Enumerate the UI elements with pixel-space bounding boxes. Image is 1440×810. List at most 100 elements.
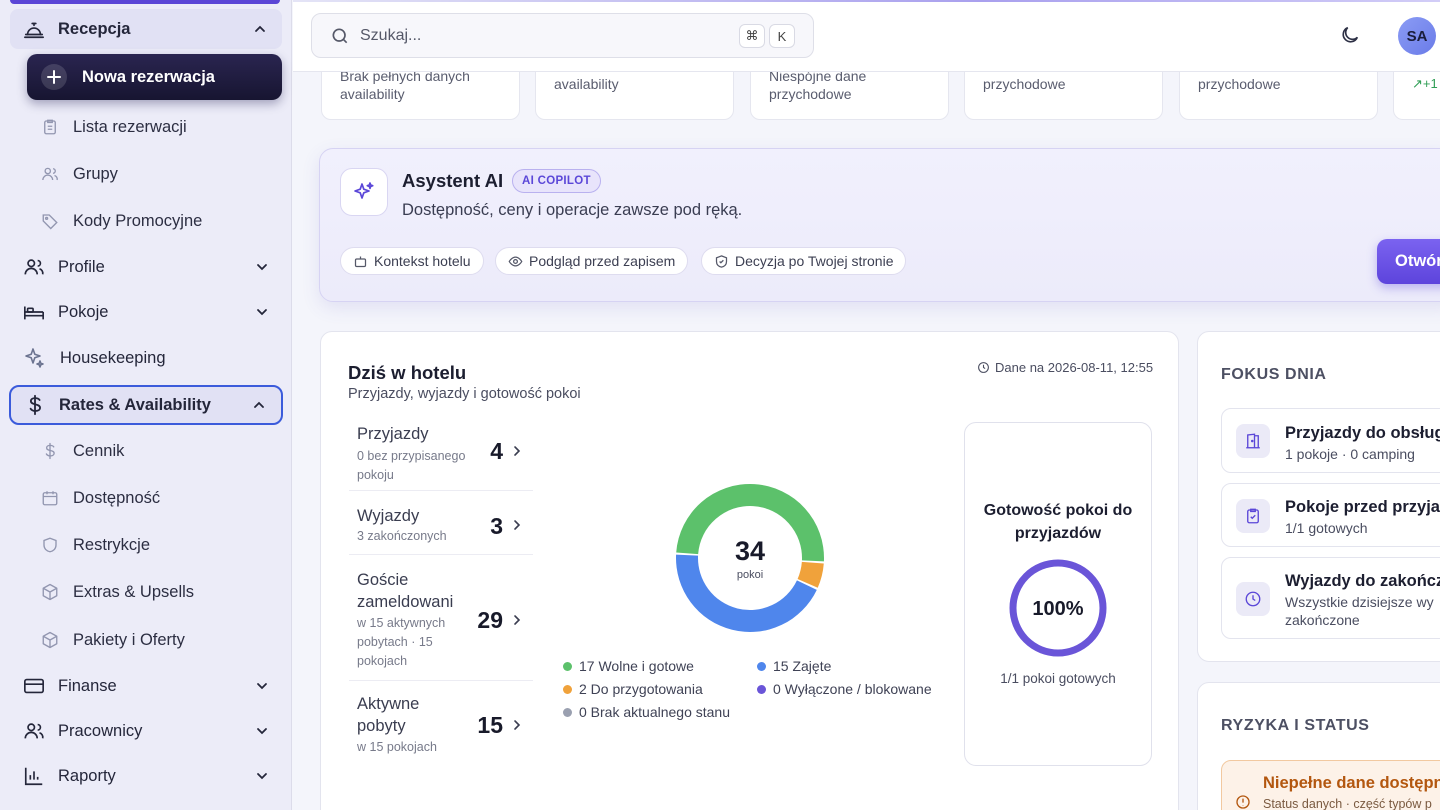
stat-sub: w 15 aktywnych pobytach · 15 pokojach [357,616,446,668]
clock-icon [1236,582,1270,616]
moon-icon[interactable] [1339,24,1361,46]
clock-icon [978,362,989,373]
chip-kontekst-hotelu: Kontekst hotelu [340,247,484,275]
sidebar-item-restrykcje[interactable]: Restrykcje [0,525,292,565]
risk-warning[interactable]: Niepełne dane dostępno Status danych · c… [1221,760,1440,810]
chevron-right-icon [514,520,521,530]
tag-icon [40,211,60,231]
data-timestamp: Dane na 2026-08-11, 12:55 [977,360,1153,375]
today-panel: Dziś w hotelu Przyjazdy, wyjazdy i gotow… [320,331,1179,810]
chevron-down-icon [257,773,267,780]
sidebar-item-label: Cennik [73,441,125,460]
donut-segment [797,561,824,588]
focus-item[interactable]: Wyjazdy do zakończ Wszystkie dzisiejsze … [1221,557,1440,639]
stat-goscie[interactable]: Goście zameldowani w 15 aktywnych pobyta… [349,557,533,681]
topbar: ⌘ K SA [293,2,1440,72]
risks-card: RYZYKA I STATUS Niepełne dane dostępno S… [1197,682,1440,810]
chevron-down-icon [257,264,267,271]
sidebar-item-lista-rezerwacji[interactable]: Lista rezerwacji [0,107,292,147]
sparkle-icon [22,346,46,370]
ai-title: Asystent AI [402,170,504,191]
sidebar-item-pokoje[interactable]: Pokoje [0,292,292,332]
users-icon [40,164,60,184]
bed-icon [22,300,46,324]
clipboard-check-icon [1236,499,1270,533]
legend-label: 0 Wyłączone / blokowane [773,681,932,697]
legend-item: 0 Brak aktualnego stanu [563,704,730,720]
chip-label: Podgląd przed zapisem [529,253,676,269]
readiness-footer: 1/1 pokoi gotowych [1000,671,1116,686]
new-reservation-button[interactable]: Nowa rezerwacja [27,54,282,100]
chevron-up-icon [255,25,265,32]
kpi-card-line: przychodowe [983,76,1066,92]
shield-check-icon [715,255,728,268]
open-assistant-button[interactable]: Otwórz [1377,239,1440,284]
panel-title: Dziś w hotelu [348,362,467,383]
chip-decyzja: Decyzja po Twojej stronie [701,247,907,275]
sidebar-item-cennik[interactable]: Cennik [0,431,292,471]
sidebar-item-label: Pracownicy [58,721,143,740]
legend-label: 15 Zajęte [773,658,832,674]
focus-item-sub: 1/1 gotowych [1285,520,1368,536]
legend-dot [563,661,572,671]
sidebar-top-accent [10,0,280,4]
stat-sub: w 15 pokojach [357,740,437,754]
users-icon [22,719,46,743]
sidebar-item-finanse[interactable]: Finanse [0,666,292,706]
risk-warning-title: Niepełne dane dostępno [1263,774,1440,792]
timestamp-text: Dane na 2026-08-11, 12:55 [995,360,1154,375]
legend-item: 17 Wolne i gotowe [563,658,694,674]
credit-card-icon [22,674,46,698]
dollar-icon [40,441,60,461]
focus-item[interactable]: Pokoje przed przyjaz 1/1 gotowych [1221,483,1440,547]
stat-wyjazdy[interactable]: Wyjazdy 3 zakończonych 3 [349,493,533,555]
stat-sub: 0 bez przypisanego pokoju [357,449,466,482]
focus-item[interactable]: Przyjazdy do obsług 1 pokoje · 0 camping [1221,408,1440,473]
stat-label: Przyjazdy [357,425,429,443]
sidebar-item-label: Raporty [58,766,116,785]
sidebar-item-label: Kody Promocyjne [73,211,203,230]
sidebar-item-dostepnosc[interactable]: Dostępność [0,478,292,518]
sidebar-item-raporty[interactable]: Raporty [0,756,292,796]
focus-item-sub: zakończone [1285,612,1360,628]
sidebar-item-grupy[interactable]: Grupy [0,154,292,194]
sidebar-item-kody-promocyjne[interactable]: Kody Promocyjne [0,201,292,241]
chip-label: Kontekst hotelu [374,253,471,269]
package-icon [40,630,60,650]
box-icon [40,582,60,602]
bell-icon [22,17,46,41]
sidebar-item-pakiety-oferty[interactable]: Pakiety i Oferty [0,620,292,660]
users-icon [22,255,46,279]
kpi-card-trend: ↗+1 [1412,76,1438,91]
donut-segment [676,483,824,562]
ai-assistant-panel: Asystent AI AI COPILOT Dostępność, ceny … [319,148,1440,302]
sidebar-item-recepcja[interactable]: Recepcja [10,9,282,49]
sidebar-item-label: Grupy [73,164,118,183]
sidebar: Recepcja Nowa rezerwacja Lista rezerwacj… [0,0,292,810]
sidebar-item-label: Profile [58,257,105,276]
kpi-card-line: przychodowe [1198,76,1281,92]
readiness-percent: 100% [1032,598,1083,620]
bar-chart-icon [22,764,46,788]
door-icon [1236,424,1270,458]
sidebar-item-profile[interactable]: Profile [0,247,292,287]
focus-header: FOKUS DNIA [1221,366,1327,383]
search-input[interactable] [360,24,720,48]
readiness-card: Gotowość pokoi do przyjazdów 100% 1/1 po… [964,422,1152,766]
chevron-down-icon [257,309,267,316]
stat-aktywne[interactable]: Aktywne pobyty w 15 pokojach 15 [349,683,533,765]
avatar[interactable]: SA [1398,17,1436,55]
sidebar-item-housekeeping[interactable]: Housekeeping [0,338,292,378]
sidebar-item-extras-upsells[interactable]: Extras & Upsells [0,572,292,612]
sidebar-item-rates-availability[interactable]: Rates & Availability [9,385,283,425]
chevron-up-icon [254,401,264,408]
robot-icon [354,256,367,268]
legend-label: 2 Do przygotowania [579,681,703,697]
stat-przyjazdy[interactable]: Przyjazdy 0 bez przypisanego pokoju 4 [349,417,533,491]
search-box[interactable]: ⌘ K [311,13,814,58]
kpi-card-line: availability [554,76,619,92]
readiness-title: Gotowość pokoi do przyjazdów [983,502,1133,542]
sidebar-item-pracownicy[interactable]: Pracownicy [0,711,292,751]
sidebar-item-label: Pakiety i Oferty [73,630,185,649]
new-reservation-label: Nowa rezerwacja [82,67,215,86]
